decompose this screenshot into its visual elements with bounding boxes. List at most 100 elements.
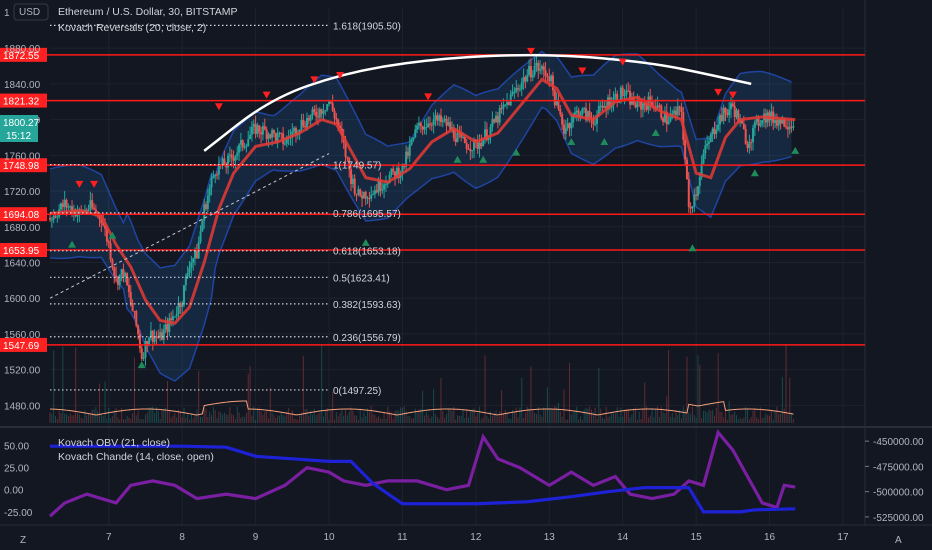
price-tick-label: 1640.00 [4,258,41,269]
candle-body [52,215,55,220]
candle-body [476,142,479,149]
candle-body [517,87,520,90]
candle-body [206,195,209,209]
candle-body [482,138,485,147]
candle-body [728,109,731,116]
candle-body [709,134,712,142]
lower-pane [48,429,796,518]
price-tick-label: 1520.00 [4,366,41,377]
sell-signal-marker [310,76,319,84]
candle-body [313,109,316,113]
candle-body [85,209,88,211]
candle-body [116,277,119,285]
candle-body [623,94,626,96]
candle-body [753,121,756,128]
candle-body [243,146,246,148]
candle-body [452,127,455,139]
candle-body [173,316,176,318]
candle-body [702,153,705,164]
trend-line[interactable] [49,153,330,299]
candle-body [194,249,197,259]
candle-body [621,87,624,96]
candle-body [405,151,408,167]
candle-body [298,129,301,133]
candle-body [254,123,257,134]
rounding-top-arc[interactable] [203,53,752,152]
candle-body [691,206,694,209]
candle-body [742,123,745,129]
candle-body [673,110,676,114]
candle-body [627,90,630,92]
zoom-button-label: Z [20,535,26,546]
sell-signal-marker [336,71,345,79]
time-tick-label: 11 [397,532,408,543]
candle-body [221,158,224,166]
candle-body [61,203,64,207]
candle-body [671,113,674,115]
candle-body [535,62,538,66]
candle-body [146,340,149,346]
fibonacci-retracement[interactable]: 1.618(1905.50) 1(1749.57) 0.786(1695.57) 0.… [50,21,401,397]
horizontal-levels[interactable]: 1872.55 1821.32 1748.98 1694.08 1653.95 1547.… [0,47,865,352]
last-price: 1800.27 [3,118,40,129]
candle-body [294,127,297,136]
candle-body [634,104,637,108]
candle-body [133,311,136,313]
candle-body [713,128,716,135]
fib-level-label: 0.382(1593.63) [333,300,401,311]
sell-signal-marker [618,58,627,66]
candle-body [529,66,532,78]
candle-body [518,89,521,91]
level-label: 1547.69 [3,341,40,352]
candle-body [320,109,323,114]
candle-body [685,159,688,180]
auto-scale-button[interactable]: A [895,535,902,546]
candle-body [269,134,272,138]
candle-body [316,116,319,118]
candle-body [645,105,648,110]
drawings[interactable] [49,53,752,299]
candle-body [390,168,393,176]
candle-body [412,137,415,141]
candle-body [583,108,586,110]
candle-body [421,126,424,130]
candle-body [357,189,360,195]
zoom-button[interactable]: Z [20,535,26,546]
candle-body [329,101,332,104]
candle-body [153,336,156,342]
candle-body [285,137,288,144]
candle-body [49,217,51,220]
candle-body [184,276,187,286]
buy-signal-marker [600,137,609,145]
currency-label: USD [19,7,40,18]
candle-body [735,110,738,118]
candle-body [188,267,191,273]
candle-body [449,122,452,130]
candle-body [663,111,666,123]
candle-body [625,90,628,95]
candle-body [375,190,378,193]
candle-body [212,175,215,178]
candle-body [120,269,123,275]
candle-body [148,337,151,346]
fib-level-label: 0.618(1653.18) [333,247,401,258]
candle-body [159,332,162,338]
candle-body [63,199,66,207]
currency-button[interactable]: USD [13,3,49,21]
candle-body [425,127,428,129]
candle-body [361,195,364,199]
candle-body [417,122,420,126]
candle-body [274,133,277,141]
sell-signal-marker [728,91,737,99]
candle-body [603,106,606,108]
candle-body [718,115,721,125]
candle-body [131,302,134,312]
fib-level-label: 0.786(1695.57) [333,209,401,220]
last-price-badge: 1800.27 [0,115,40,129]
candle-body [179,303,182,307]
candle-body [573,112,576,115]
candle-body [522,77,525,83]
candle-body [91,200,94,208]
chande-tick-label: 0.00 [4,486,24,497]
